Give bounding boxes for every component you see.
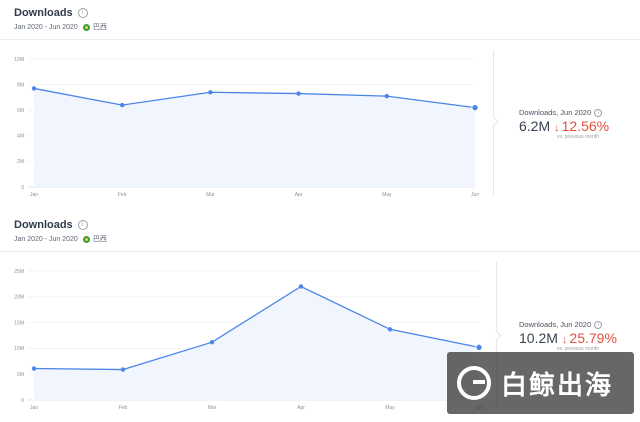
data-point — [384, 93, 389, 99]
y-tick-label: 4M — [17, 134, 24, 140]
data-point — [209, 340, 215, 345]
stat-label-text: Downloads, Jun 2020 — [519, 320, 592, 329]
downloads-panel: Downloads i Jan 2020 - Jun 2020 巴西 0 2M 4M… — [0, 0, 640, 210]
y-tick-label: 20M — [14, 295, 24, 301]
watermark-text: 白鲸出海 — [501, 369, 614, 400]
data-point — [296, 91, 301, 96]
stat-main: 6.2M ↓ 12.56% — [519, 118, 609, 134]
info-icon[interactable]: i — [77, 8, 88, 18]
country-label: 巴西 — [92, 236, 107, 243]
data-point — [471, 103, 479, 112]
stat-label: Downloads, Jun 2020 i — [519, 320, 617, 329]
info-icon[interactable]: i — [594, 108, 603, 117]
data-point — [298, 284, 304, 289]
stat-change: 12.56% — [561, 118, 610, 134]
arrow-down-icon: ↓ — [561, 334, 568, 346]
watermark: 白鲸出海 — [447, 352, 634, 414]
y-tick-label: 6M — [17, 108, 24, 114]
panel-subtitle: Jan 2020 - Jun 2020 巴西 — [14, 22, 107, 32]
x-tick-label: Apr — [297, 405, 305, 411]
watermark-logo-icon — [457, 366, 491, 400]
stat-summary: Downloads, Jun 2020 i 10.2M ↓ 25.79% vs.… — [519, 320, 617, 352]
x-tick-label: Mar — [208, 405, 217, 411]
stat-summary: Downloads, Jun 2020 i 6.2M ↓ 12.56% vs. … — [519, 108, 609, 140]
country-label: 巴西 — [92, 24, 107, 31]
downloads-chart: 05M10M15M20M25MJanFebMarAprMayJun — [14, 269, 483, 411]
data-point — [387, 327, 393, 332]
data-point — [120, 367, 126, 372]
date-range: Jan 2020 - Jun 2020 — [14, 235, 78, 243]
data-point — [475, 343, 483, 352]
y-tick-label: 8M — [17, 82, 24, 88]
brazil-flag-icon — [82, 235, 90, 243]
info-icon[interactable]: i — [77, 220, 88, 230]
divider — [0, 251, 640, 252]
x-tick-label: Feb — [118, 192, 127, 198]
x-tick-label: Jan — [30, 192, 38, 198]
stat-label-text: Downloads, Jun 2020 — [519, 108, 592, 117]
data-point — [31, 86, 37, 91]
x-tick-label: Jun — [471, 192, 479, 198]
y-tick-label: 5M — [17, 372, 24, 378]
x-tick-label: Apr — [295, 192, 303, 198]
stat-value: 6.2M — [519, 118, 551, 134]
info-icon[interactable]: i — [594, 320, 603, 329]
panel-title: Downloads — [14, 219, 73, 231]
stat-main: 10.2M ↓ 25.79% — [519, 330, 617, 346]
x-tick-label: May — [382, 192, 392, 198]
brazil-flag-icon — [82, 23, 90, 31]
x-tick-label: Feb — [119, 405, 128, 411]
panel-header: Downloads i — [14, 7, 88, 19]
series-line — [33, 285, 480, 371]
panel-title: Downloads — [14, 7, 73, 19]
x-tick-label: May — [385, 405, 395, 411]
y-tick-label: 2M — [17, 159, 24, 165]
date-range: Jan 2020 - Jun 2020 — [14, 23, 78, 31]
y-tick-label: 10M — [14, 57, 24, 63]
data-point — [31, 366, 37, 371]
y-tick-label: 25M — [14, 269, 24, 275]
panel-subtitle: Jan 2020 - Jun 2020 巴西 — [14, 234, 107, 244]
area-fill — [34, 286, 479, 400]
divider — [0, 39, 640, 40]
data-point — [208, 90, 213, 95]
x-tick-label: Jan — [30, 405, 38, 411]
stat-label: Downloads, Jun 2020 i — [519, 108, 609, 117]
data-point — [120, 102, 125, 108]
stat-note: vs. previous month — [557, 134, 599, 140]
arrow-down-icon: ↓ — [554, 122, 560, 134]
series-line — [33, 87, 476, 109]
area-fill — [34, 88, 475, 187]
downloads-panel: Downloads i Jan 2020 - Jun 2020 巴西 0 5M 10… — [0, 212, 640, 422]
x-tick-label: Mar — [206, 192, 215, 198]
y-tick-label: 10M — [14, 346, 24, 352]
y-tick-label: 15M — [14, 320, 24, 326]
stat-value: 10.2M — [519, 330, 558, 346]
stat-change: 25.79% — [569, 330, 617, 346]
y-tick-label: 0 — [21, 185, 24, 191]
downloads-chart: 0 2M 4M 6M 8M 10M Jan Feb Mar Apr May Jun — [14, 57, 479, 198]
y-tick-label: 0 — [21, 398, 24, 404]
panel-header: Downloads i — [14, 219, 88, 231]
stat-note: vs. previous month — [557, 346, 599, 352]
